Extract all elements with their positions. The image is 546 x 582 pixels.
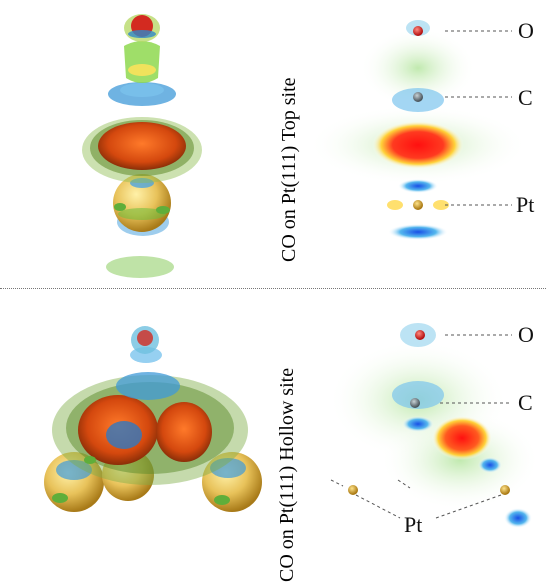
- top-platinum-atom: [413, 200, 423, 210]
- top-site-density-map: [308, 20, 528, 240]
- hollow-carbon-atom: [410, 398, 420, 408]
- top-oxygen-atom: [413, 26, 423, 36]
- hollow-platinum-label: Pt: [404, 512, 423, 537]
- hollow-site-isosurface: [44, 326, 262, 512]
- hollow-platinum-atom-right: [500, 485, 510, 495]
- hollow-site-panel: CO on Pt(111) Hollow site O C Pt: [0, 290, 546, 582]
- hollow-site-figure: [44, 323, 540, 528]
- panel-divider: [0, 288, 546, 289]
- hollow-platinum-atom-left: [348, 485, 358, 495]
- hollow-site-caption: CO on Pt(111) Hollow site: [276, 367, 298, 582]
- hollow-site-density-map: [328, 323, 540, 528]
- hollow-oxygen-atom: [415, 330, 425, 340]
- top-site-caption: CO on Pt(111) Top site: [278, 77, 300, 262]
- top-oxygen-label: O: [518, 18, 534, 43]
- hollow-carbon-label: C: [518, 390, 533, 415]
- hollow-oxygen-label: O: [518, 322, 534, 347]
- top-carbon-atom: [413, 92, 423, 102]
- top-site-isosurface: [82, 14, 202, 278]
- top-site-figure: [82, 14, 528, 278]
- top-site-panel: CO on Pt(111) Top site O C Pt: [0, 0, 546, 288]
- top-platinum-label: Pt: [516, 192, 535, 217]
- top-carbon-label: C: [518, 85, 533, 110]
